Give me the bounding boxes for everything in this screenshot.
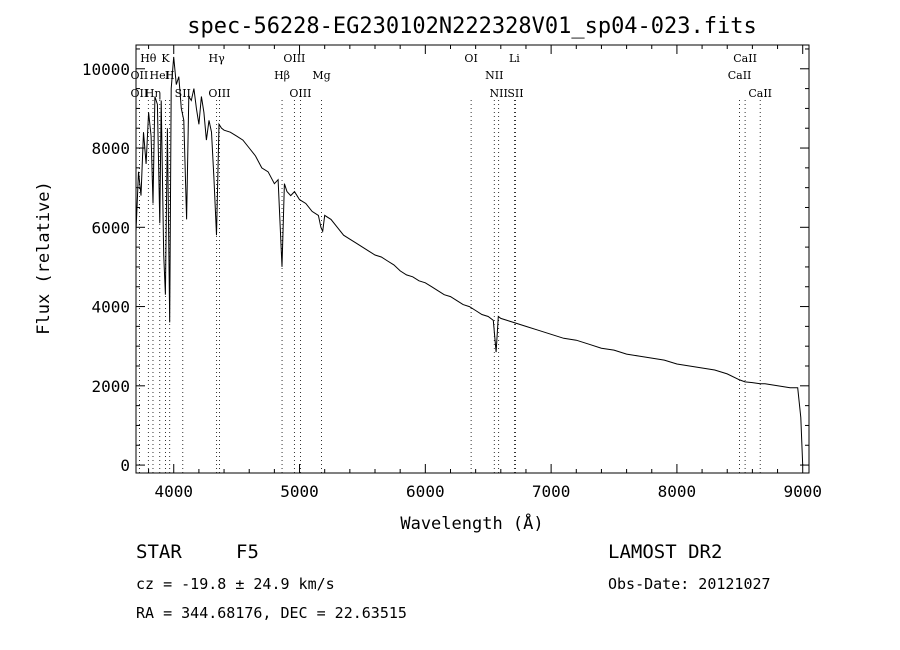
spectral-line-label: OIII <box>289 87 311 100</box>
plot-frame <box>135 44 810 474</box>
spectral-line-label: NII <box>485 69 503 82</box>
y-tick-label: 2000 <box>91 377 130 396</box>
spectral-line-label: Hβ <box>274 69 290 82</box>
x-tick-label: 9000 <box>783 482 822 501</box>
y-tick-label: 0 <box>120 456 130 475</box>
spectral-line-label: OII <box>131 69 149 82</box>
x-tick-label: 6000 <box>406 482 445 501</box>
spectral-line-label: H <box>165 69 175 82</box>
plot-border <box>135 44 810 474</box>
x-tick-label: 5000 <box>280 482 319 501</box>
spectral-line-label: Li <box>509 52 520 65</box>
spectral-line-label: OIII <box>208 87 230 100</box>
object-subclass: F5 <box>236 541 259 563</box>
spectrum-line <box>135 56 804 466</box>
spectral-line-label: SII <box>507 87 523 100</box>
spectral-line-label: CaII <box>748 87 772 100</box>
x-tick-label: 8000 <box>658 482 697 501</box>
spectral-line-label: Mg <box>312 69 330 82</box>
chart-title: spec-56228-EG230102N222328V01_sp04-023.f… <box>187 14 757 39</box>
redshift-cz: cz = -19.8 ± 24.9 km/s <box>136 575 335 593</box>
survey-name: LAMOST DR2 <box>608 541 723 563</box>
x-axis: 4000 5000 6000 7000 8000 9000 <box>148 45 822 501</box>
spectral-line-label: CaII <box>733 52 757 65</box>
x-tick-label: 4000 <box>154 482 193 501</box>
object-class: STAR <box>136 541 182 563</box>
spectral-line-label: CaII <box>728 69 752 82</box>
x-tick-label: 7000 <box>532 482 571 501</box>
spectral-line-label: Hθ <box>140 52 157 65</box>
y-tick-label: 8000 <box>91 139 130 158</box>
annotation-lines <box>138 100 761 473</box>
spectral-line-label: K <box>161 52 170 65</box>
series-layer <box>135 56 804 466</box>
spectral-line-label: Hγ <box>209 52 226 65</box>
ra-dec: RA = 344.68176, DEC = 22.63515 <box>136 604 407 622</box>
y-axis-label: Flux (relative) <box>34 181 54 335</box>
spectral-line-label: NII <box>490 87 508 100</box>
y-tick-label: 10000 <box>82 60 130 79</box>
obs-date: Obs-Date: 20121027 <box>608 575 771 593</box>
spectral-line-label: OI <box>464 52 477 65</box>
spectral-line-label: Hη <box>145 87 161 100</box>
spectral-line-label: OIII <box>283 52 305 65</box>
y-tick-label: 6000 <box>91 218 130 237</box>
x-axis-label: Wavelength (Å) <box>400 512 543 534</box>
spectral-line-label: HeI <box>150 69 170 82</box>
y-tick-label: 4000 <box>91 298 130 317</box>
spectral-line-label: SII <box>175 87 191 100</box>
spectral-line-label: OII <box>131 87 149 100</box>
y-axis: 0 2000 4000 6000 8000 10000 <box>82 48 809 475</box>
